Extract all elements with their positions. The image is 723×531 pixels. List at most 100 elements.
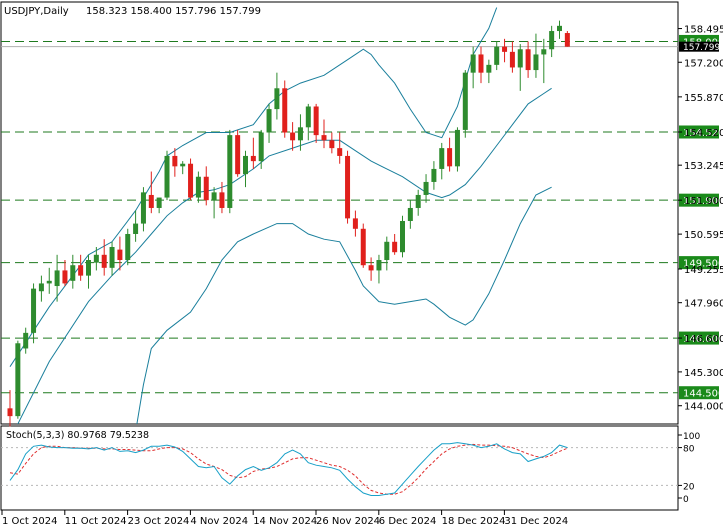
stoch-tick-label: 100	[683, 432, 700, 442]
price-tick-label: 158.495	[684, 25, 723, 36]
price-tick-label: 155.870	[684, 93, 723, 104]
price-tick-label: 151.900	[684, 196, 723, 207]
candle-body	[400, 220, 405, 253]
candle-body	[557, 25, 562, 32]
level-price-label: 146.600	[683, 334, 723, 345]
level-price-box	[679, 331, 719, 345]
candle-body	[109, 247, 115, 268]
candle-body	[164, 155, 170, 198]
candle-body	[211, 192, 217, 201]
price-tick-label: 145.300	[684, 368, 723, 379]
candle-body	[470, 54, 476, 73]
time-tick-label: 23 Oct 2024	[128, 516, 190, 527]
candle-body	[258, 132, 264, 162]
candle-body	[266, 109, 272, 133]
candle-body	[140, 192, 146, 224]
level-price-label: 144.500	[683, 389, 723, 400]
candle-body	[54, 270, 60, 287]
candle-body	[243, 155, 248, 175]
level-price-label: 154.520	[683, 128, 723, 139]
price-tick-label: 149.255	[684, 265, 723, 276]
candle-body	[172, 155, 178, 167]
price-tick-label: 144.000	[684, 402, 723, 413]
candle-body	[31, 288, 37, 333]
level-price-box	[679, 386, 719, 400]
candle-body	[454, 129, 460, 167]
candle-body	[180, 163, 186, 167]
candle-body	[117, 249, 123, 261]
level-price-label: 151.900	[683, 196, 723, 207]
candle-body	[407, 207, 413, 221]
candle-body	[282, 88, 288, 133]
stoch-signal-line	[9, 443, 568, 495]
candle-body	[70, 265, 76, 281]
candle-body	[541, 49, 547, 55]
candle-body	[101, 254, 107, 268]
candle-body	[297, 127, 303, 141]
time-axis: 1 Oct 2024 11 Oct 2024 23 Oct 2024 4 Nov 20…	[1, 510, 568, 527]
current-price-box	[679, 41, 719, 52]
candle-body	[86, 260, 91, 276]
time-tick-label: 6 Dec 2024	[379, 516, 437, 527]
candle-body	[376, 260, 382, 271]
candle-body	[195, 176, 201, 198]
time-tick-label: 4 Nov 2024	[190, 516, 248, 527]
horizontal-levels: 158.000154.520151.900149.500146.600144.5…	[1, 34, 723, 400]
stoch-tick-label: 0	[683, 495, 689, 505]
candle-body	[133, 223, 139, 234]
candle-body	[78, 265, 84, 276]
candle-body	[62, 270, 68, 284]
candle-body	[38, 283, 44, 292]
candle-body	[329, 140, 335, 149]
candle-body	[462, 72, 468, 130]
candle-body	[439, 148, 445, 169]
level-price-box	[679, 125, 719, 139]
time-tick-label: 14 Nov 2024	[253, 516, 317, 527]
candle-body	[23, 332, 29, 349]
time-tick-label: 31 Dec 2024	[504, 516, 568, 527]
candle-body	[502, 46, 508, 52]
candle-body	[517, 49, 523, 68]
level-price-label: 149.500	[683, 259, 723, 270]
price-tick-label: 146.600	[684, 334, 723, 345]
level-price-box	[679, 193, 719, 207]
candle-body	[203, 176, 209, 201]
candle-body	[431, 168, 437, 182]
band-middle	[17, 87, 552, 424]
candle-body	[564, 33, 570, 47]
candle-body	[321, 135, 327, 141]
candle-body	[15, 343, 21, 417]
main-panel-frame	[0, 1, 679, 425]
candle-body	[415, 194, 421, 208]
stoch-title: Stoch(5,3,3) 80.9768 79.5238	[6, 430, 149, 441]
price-tick-label: 157.200	[684, 58, 723, 69]
candle-body	[250, 155, 256, 162]
candlestick-series	[7, 20, 570, 427]
symbol-label: USDJPY,Daily	[4, 6, 69, 17]
candle-body	[360, 228, 366, 266]
stoch-tick-label: 80	[683, 445, 695, 455]
candle-body	[125, 233, 131, 261]
candle-body	[46, 280, 52, 284]
candle-body	[93, 254, 99, 263]
stoch-panel-frame	[0, 425, 679, 511]
stochastic-indicator: 100 80 20 0	[1, 432, 700, 505]
candle-body	[274, 88, 280, 110]
candle-body	[486, 64, 492, 73]
candle-body	[447, 148, 453, 167]
candle-body	[525, 49, 531, 71]
time-tick-label: 1 Oct 2024	[2, 516, 57, 527]
current-price-label: 157.799	[683, 43, 720, 53]
candle-body	[384, 241, 390, 261]
level-price-box	[679, 256, 719, 270]
candle-body	[305, 106, 311, 128]
price-tick-label: 150.595	[684, 230, 723, 241]
candle-body	[148, 194, 154, 208]
price-tick-label: 153.245	[684, 161, 723, 172]
stoch-main-line	[9, 442, 568, 496]
candle-body	[227, 135, 233, 208]
candle-body	[290, 132, 296, 141]
price-tick-label: 154.520	[684, 128, 723, 139]
